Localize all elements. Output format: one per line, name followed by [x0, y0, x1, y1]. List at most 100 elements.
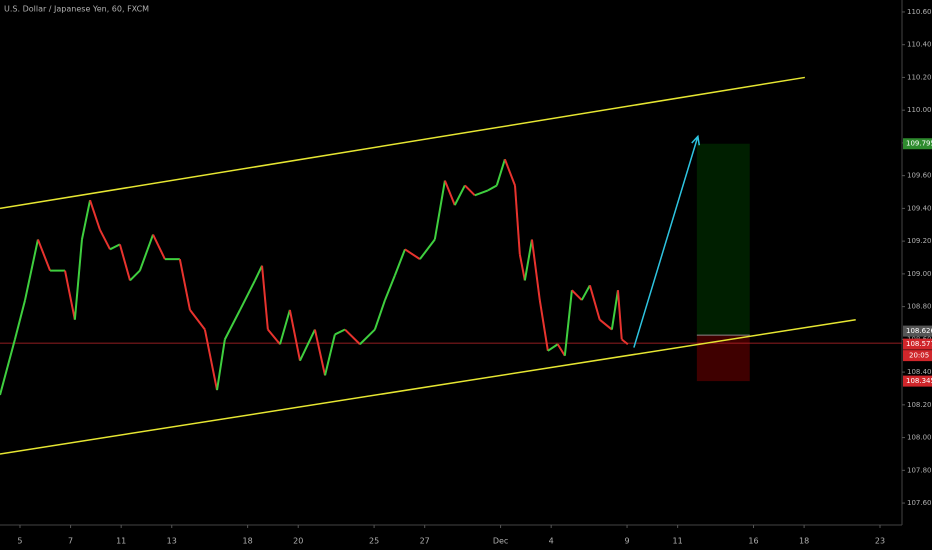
price-segment: [216, 339, 226, 391]
price-segment: [223, 309, 241, 340]
channel-line: [0, 76, 805, 210]
price-segment: [344, 328, 361, 345]
price-segment: [89, 199, 101, 230]
price-segment: [495, 158, 506, 186]
x-tick-label: 27: [420, 537, 430, 546]
price-segment: [453, 185, 466, 206]
x-tick-label: 18: [799, 537, 809, 546]
price-segment: [487, 184, 498, 192]
price-segment: [24, 239, 39, 301]
price-segment: [279, 309, 291, 345]
price-segment: [610, 290, 619, 330]
price-segment: [393, 248, 406, 276]
y-tick-label: 110.000: [907, 106, 932, 114]
price-segment: [254, 265, 263, 281]
price-tag: [903, 338, 932, 350]
x-tick-label: 16: [748, 537, 758, 546]
price-segment: [118, 244, 131, 281]
price-segment: [621, 338, 629, 346]
x-tick-label: 13: [167, 537, 177, 546]
price-tag-label: 109.795: [906, 140, 932, 148]
price-segment: [267, 328, 281, 345]
y-tick-label: 109.400: [907, 204, 932, 212]
price-tag-label: 108.345: [906, 377, 932, 385]
price-segment: [64, 270, 76, 320]
countdown-label: 20:05: [909, 352, 929, 360]
chart-title: U.S. Dollar / Japanese Yen, 60, FXCM: [4, 5, 149, 14]
price-tag: [903, 325, 932, 337]
price-segment: [189, 309, 206, 331]
price-segment: [0, 339, 16, 396]
price-segment: [513, 185, 521, 255]
price-segment: [588, 285, 601, 320]
y-tick-label: 107.600: [907, 499, 932, 507]
x-tick-label: 7: [68, 537, 73, 546]
price-tag-label: 108.577: [906, 340, 932, 348]
y-tick-label: 109.000: [907, 270, 932, 278]
stop-zone: [696, 335, 750, 382]
price-segment: [404, 248, 421, 260]
price-segment: [373, 299, 386, 330]
price-segment: [109, 243, 121, 251]
price-segment: [99, 229, 111, 250]
x-tick-label: 11: [673, 537, 683, 546]
channel-line: [0, 318, 856, 455]
y-tick-label: 108.400: [907, 368, 932, 376]
x-tick-label: Dec: [493, 537, 508, 546]
price-segment: [129, 269, 141, 282]
price-segment: [299, 329, 316, 362]
price-segment: [556, 343, 566, 357]
price-segment: [37, 239, 52, 271]
y-tick-label: 108.800: [907, 303, 932, 311]
x-tick-label: 23: [875, 537, 885, 546]
price-segment: [474, 189, 489, 197]
y-tick-label: 108.200: [907, 401, 932, 409]
price-segment: [239, 279, 256, 311]
price-segment: [523, 239, 533, 281]
price-segment: [580, 284, 591, 301]
y-tick-label: 110.200: [907, 73, 932, 81]
price-segment: [616, 290, 623, 340]
y-tick-label: 108.000: [907, 434, 932, 442]
countdown-tag: [903, 350, 932, 362]
price-segment: [444, 180, 456, 206]
price-segment: [518, 254, 526, 281]
price-segment: [538, 299, 549, 351]
price-tag: [903, 138, 932, 150]
price-segment: [152, 234, 166, 260]
x-tick-label: 20: [293, 537, 303, 546]
price-segment: [73, 239, 83, 320]
forecast-arrow: [633, 136, 699, 348]
x-tick-label: 18: [243, 537, 253, 546]
price-segment: [359, 328, 376, 345]
y-tick-label: 110.400: [907, 41, 932, 49]
price-segment: [203, 329, 219, 391]
y-tick-label: 109.200: [907, 237, 932, 245]
x-tick-label: 9: [625, 537, 630, 546]
x-tick-label: 5: [17, 537, 22, 546]
price-segment: [178, 258, 191, 311]
price-segment: [13, 299, 27, 340]
target-zone: [696, 143, 750, 336]
price-segment: [324, 334, 336, 376]
price-segment: [80, 200, 92, 240]
price-segment: [384, 275, 396, 301]
price-segment: [547, 343, 559, 352]
price-segment: [563, 290, 573, 356]
arrow-head: [691, 134, 701, 146]
x-tick-label: 25: [369, 537, 379, 546]
price-segment: [599, 318, 613, 331]
price-segment: [419, 238, 436, 260]
price-segment: [334, 328, 346, 336]
price-segment: [138, 234, 154, 271]
price-segment: [530, 239, 541, 301]
y-tick-label: 107.800: [907, 466, 932, 474]
price-segment: [313, 329, 327, 376]
price-segment: [288, 309, 301, 361]
price-tag: [903, 375, 932, 387]
price-segment: [261, 265, 269, 330]
price-segment: [464, 184, 476, 197]
x-tick-label: 11: [116, 537, 126, 546]
